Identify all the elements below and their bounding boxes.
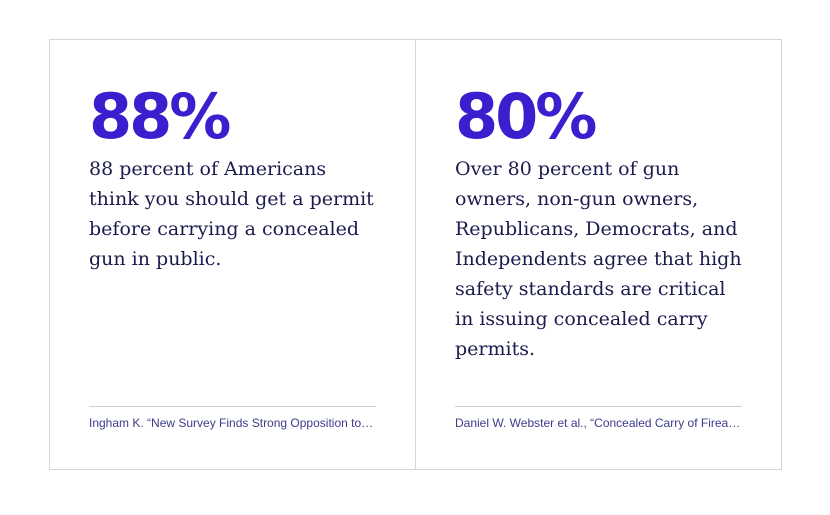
stats-container: 88% 88 percent of Americans think you sh… <box>49 39 782 470</box>
source-link[interactable]: Daniel W. Webster et al., “Concealed Car… <box>455 416 741 430</box>
divider <box>89 406 376 407</box>
stat-value: 80% <box>455 80 597 153</box>
stat-card-americans: 88% 88 percent of Americans think you sh… <box>50 40 415 469</box>
source-link[interactable]: Ingham K. “New Survey Finds Strong Oppos… <box>89 416 374 430</box>
stat-source: Ingham K. “New Survey Finds Strong Oppos… <box>89 415 376 431</box>
stat-card-gun-owners: 80% Over 80 percent of gun owners, non-g… <box>415 40 781 469</box>
stat-description: 88 percent of Americans think you should… <box>89 158 374 270</box>
stat-value: 88% <box>89 80 231 153</box>
divider <box>455 406 742 407</box>
stat-source: Daniel W. Webster et al., “Concealed Car… <box>455 415 742 431</box>
stat-description: Over 80 percent of gun owners, non-gun o… <box>455 158 742 360</box>
